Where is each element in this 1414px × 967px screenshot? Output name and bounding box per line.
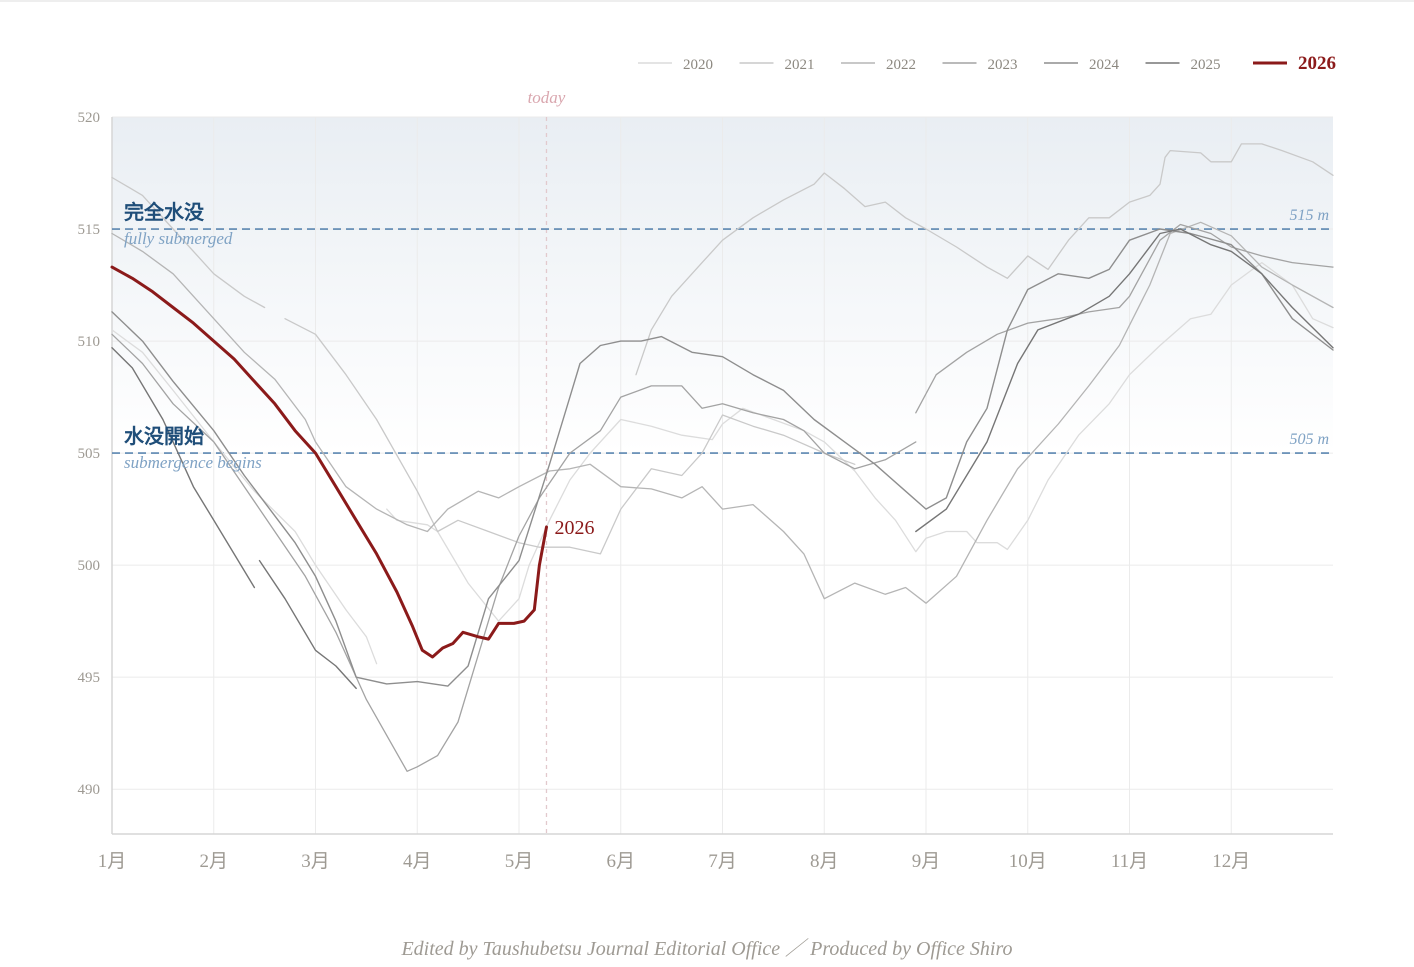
y-tick-label: 500 xyxy=(78,558,101,574)
reference-label-en: fully submerged xyxy=(124,229,233,248)
credit-footer: Edited by Taushubetsu Journal Editorial … xyxy=(401,938,1013,960)
legend-item-2025: 2025 xyxy=(1145,57,1221,73)
legend-label: 2020 xyxy=(683,57,713,73)
x-tick-label: 3月 xyxy=(301,851,330,872)
x-tick-label: 10月 xyxy=(1009,851,1047,872)
legend-item-2021: 2021 xyxy=(739,57,815,73)
reference-label-ja: 水没開始 xyxy=(124,424,204,448)
series-line-2021 xyxy=(111,143,1334,555)
legend-item-2023: 2023 xyxy=(942,57,1018,73)
series-line-2023 xyxy=(111,223,1334,772)
legend-item-2026: 2026 xyxy=(1253,53,1336,74)
x-tick-label: 5月 xyxy=(505,851,534,872)
series-end-label: 2026 xyxy=(554,517,594,539)
series-line-2024 xyxy=(111,228,1334,687)
legend-label: 2026 xyxy=(1298,53,1336,74)
x-tick-label: 4月 xyxy=(403,851,432,872)
series-line-2020 xyxy=(111,261,1334,665)
reference-value-label: 515 m xyxy=(1289,207,1329,224)
y-tick-label: 495 xyxy=(78,670,101,686)
x-tick-label: 2月 xyxy=(199,851,228,872)
legend-label: 2024 xyxy=(1089,57,1120,73)
x-tick-label: 8月 xyxy=(810,851,839,872)
legend-label: 2025 xyxy=(1191,57,1221,73)
top-border xyxy=(0,0,1414,2)
series-line-2026 xyxy=(110,265,548,659)
legend-item-2022: 2022 xyxy=(841,57,916,73)
legend-item-2020: 2020 xyxy=(638,57,713,73)
y-tick-label: 520 xyxy=(78,110,101,126)
legend-label: 2023 xyxy=(988,57,1018,73)
reference-label-en: submergence begins xyxy=(124,453,262,472)
series-line-2022 xyxy=(111,221,1334,604)
series-line-2025 xyxy=(111,228,1334,690)
y-tick-label: 505 xyxy=(78,446,101,462)
x-tick-label: 12月 xyxy=(1212,851,1250,872)
legend-label: 2021 xyxy=(785,57,815,73)
x-tick-label: 9月 xyxy=(912,851,941,872)
today-label: today xyxy=(528,88,566,107)
reference-label-ja: 完全水没 xyxy=(124,200,205,224)
x-tick-label: 1月 xyxy=(98,851,127,872)
legend-item-2024: 2024 xyxy=(1044,57,1120,73)
reference-value-label: 505 m xyxy=(1289,431,1329,448)
y-tick-label: 515 xyxy=(78,222,101,238)
x-tick-label: 7月 xyxy=(708,851,737,872)
x-tick-label: 11月 xyxy=(1111,851,1148,872)
y-tick-label: 510 xyxy=(78,334,101,350)
y-tick-label: 490 xyxy=(78,782,101,798)
water-level-chart: 490 495 500 505 510 515 520 1月 2月 3月 4月 5月 6月 7月 8月 9月 1… xyxy=(78,53,1337,872)
x-tick-label: 6月 xyxy=(606,851,635,872)
legend-label: 2022 xyxy=(886,57,916,73)
